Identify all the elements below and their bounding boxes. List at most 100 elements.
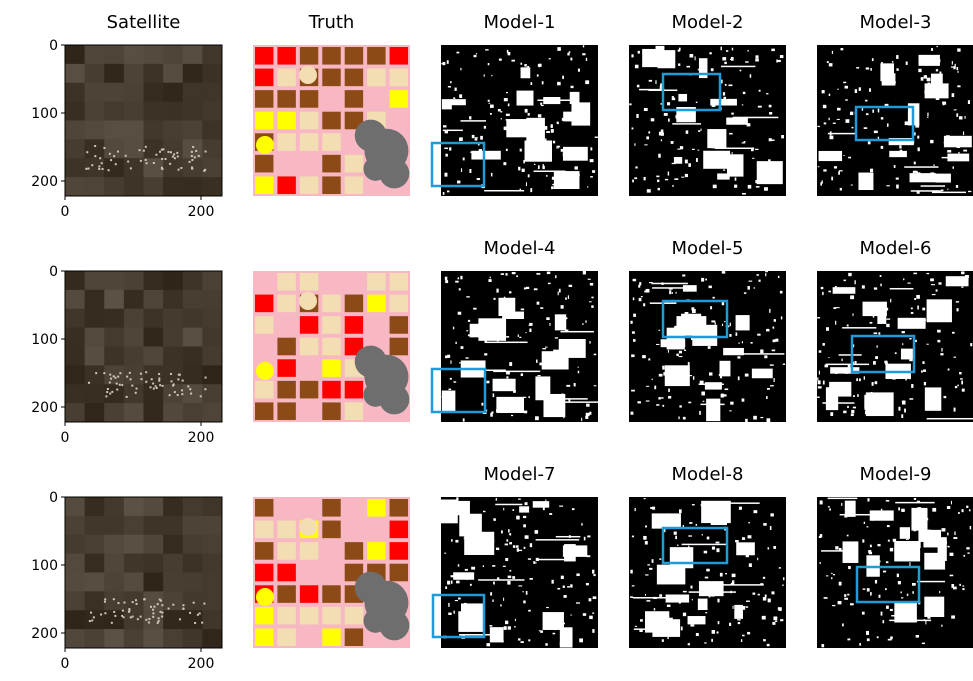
mask-speck	[445, 586, 447, 589]
mask-speck	[632, 331, 635, 333]
mask-speck	[526, 591, 528, 595]
class-field	[345, 47, 363, 65]
class-field	[277, 155, 295, 173]
class-field	[300, 90, 318, 108]
mask-speck	[772, 622, 775, 625]
mask-speck	[855, 89, 857, 93]
x-tick-label: 200	[188, 204, 215, 220]
mask-speck	[467, 578, 468, 580]
mask-speck	[530, 188, 532, 192]
mask-speck	[782, 585, 783, 587]
mask-speck	[890, 548, 893, 551]
mask-speck	[821, 644, 824, 647]
field	[124, 309, 144, 328]
class-field	[322, 90, 340, 108]
field	[124, 271, 144, 290]
mask-speck	[874, 332, 878, 334]
mask-speck	[488, 155, 492, 158]
mask-speck	[673, 521, 674, 524]
y-tick-label: 200	[31, 400, 58, 416]
mask-field	[493, 379, 516, 391]
class-field	[300, 273, 318, 291]
field	[183, 102, 203, 121]
mask-speck	[716, 586, 718, 589]
mask-speck	[742, 606, 745, 610]
mask-speck	[955, 386, 957, 388]
class-field	[322, 585, 340, 603]
mask-speck	[652, 524, 656, 525]
mask-speck	[646, 400, 650, 401]
mask-speck	[724, 62, 727, 64]
mask-speck	[940, 353, 943, 355]
mask-speck	[880, 284, 881, 287]
mask-speck	[759, 90, 761, 92]
mask-speck	[712, 547, 715, 550]
mask-speck	[763, 523, 767, 526]
mask-speck	[521, 373, 523, 376]
class-field	[277, 69, 295, 87]
mask-speck	[738, 342, 739, 343]
mask-speck	[562, 118, 566, 121]
mask-speck	[469, 116, 471, 119]
mask-speck	[957, 48, 960, 51]
mask-speck	[503, 162, 506, 165]
mask-speck	[524, 547, 526, 549]
mask-speck	[551, 129, 554, 133]
mask-speck	[881, 612, 883, 616]
mask-speck	[555, 275, 556, 278]
speck	[143, 150, 145, 152]
mask-speck	[722, 271, 726, 274]
speck	[203, 603, 205, 605]
field	[183, 403, 203, 422]
mask-speck	[774, 319, 776, 322]
mask-speck	[445, 280, 448, 283]
mask-speck	[840, 188, 842, 191]
mask-speck	[668, 350, 669, 353]
mask-field	[533, 501, 549, 508]
class-field	[322, 381, 340, 399]
mask-speck	[913, 171, 914, 175]
mask-speck	[956, 301, 959, 302]
mask-speck	[936, 606, 937, 610]
mask-speck	[893, 539, 896, 542]
field	[65, 271, 85, 290]
class-field	[390, 542, 408, 560]
field	[124, 516, 144, 535]
mask-speck	[454, 611, 455, 614]
speck	[195, 150, 197, 152]
mask-speck	[862, 285, 865, 288]
mask-line	[715, 584, 764, 586]
mask-speck	[954, 109, 957, 110]
speck	[94, 155, 96, 157]
mask-speck	[885, 362, 888, 365]
field	[202, 83, 222, 102]
mask-speck	[737, 619, 741, 620]
mask-speck	[592, 629, 594, 633]
mask-speck	[966, 547, 969, 549]
mask-speck	[488, 100, 490, 102]
mask-speck	[721, 394, 724, 398]
mask-speck	[830, 412, 833, 416]
mask-field	[925, 387, 941, 410]
mask-speck	[566, 385, 570, 387]
field	[104, 497, 124, 516]
class-field	[367, 90, 385, 108]
mask-speck	[742, 142, 746, 143]
field	[65, 347, 85, 366]
mask-speck	[479, 149, 482, 151]
mask-speck	[875, 356, 878, 359]
class-field	[277, 521, 295, 539]
mask-speck	[675, 115, 677, 118]
class-field	[277, 381, 295, 399]
mask-speck	[746, 601, 750, 602]
mask-speck	[850, 295, 854, 299]
mask-speck	[783, 364, 785, 365]
mask-speck	[956, 308, 958, 311]
mask-speck	[456, 52, 459, 54]
class-field	[345, 628, 363, 646]
mask-speck	[563, 153, 567, 157]
mask-line	[689, 591, 736, 593]
mask-speck	[491, 541, 495, 542]
mask-speck	[538, 64, 542, 67]
y-tick-label: 0	[49, 38, 58, 54]
